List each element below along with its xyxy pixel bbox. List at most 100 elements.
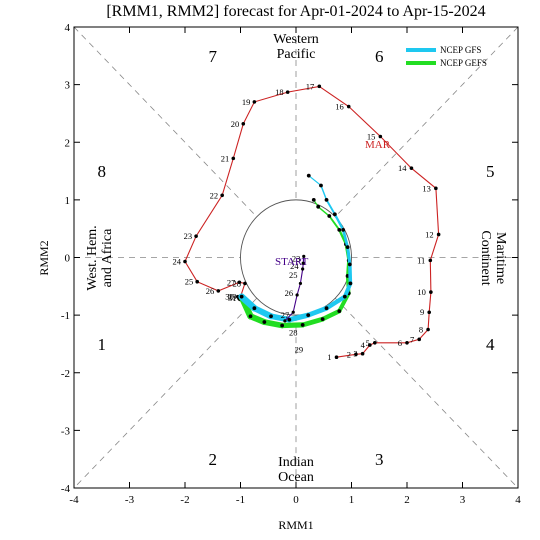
observed-march-point-20: [241, 122, 246, 126]
legend: NCEP GFS NCEP GEFS: [406, 45, 487, 68]
forecast-gfs-point-4: [287, 317, 292, 322]
forecast-gfs-point-8: [348, 281, 353, 286]
region-indian-ocean-line2: Ocean: [278, 470, 314, 485]
observed-march-point-13: [434, 186, 438, 191]
forecast-gfs-point-11: [341, 227, 346, 232]
forecast-gefs-segment-6: [320, 308, 342, 322]
observed-march-point-16: [346, 104, 351, 109]
observed-april-day-23: 23: [292, 254, 301, 264]
observed-march-day-24: 24: [173, 257, 182, 267]
phase-number-1: 1: [98, 335, 107, 354]
region-west-hem-line1: West. Hem.: [85, 225, 100, 290]
guide-diagonal-sw: [73, 297, 258, 489]
observed-march-point-9: [427, 310, 432, 315]
forecast-gfs-point-3: [269, 314, 273, 319]
y-tick-label-4: 4: [65, 22, 71, 34]
observed-march-point-23: [194, 234, 198, 238]
legend-label-2: NCEP GEFS: [440, 58, 487, 68]
observed-april-day-25: 25: [289, 270, 298, 280]
observed-april-day-26: 26: [285, 288, 294, 298]
observed-march-day-3: 3: [353, 349, 357, 359]
forecast-gfs-point-14: [319, 183, 323, 188]
observed-april-day-28: 28: [289, 327, 298, 337]
observed-march-day-19: 19: [242, 97, 251, 107]
observed-march-day-23: 23: [184, 231, 193, 241]
x-axis-label: RMM1: [278, 518, 313, 532]
forecast-gfs-point-5: [306, 313, 311, 318]
observed-march-point-17: [317, 84, 322, 89]
region-west-hem-line2: and Africa: [100, 228, 115, 287]
observed-march-point-12: [436, 232, 441, 237]
start-label: START: [275, 256, 309, 268]
observed-april-day-29: 29: [295, 345, 304, 355]
region-labels: Western Pacific Indian Ocean West. Hem. …: [85, 32, 508, 485]
observed-march-point-19: [252, 100, 257, 104]
phase-number-5: 5: [486, 162, 495, 181]
start-track-point-4: [298, 281, 303, 286]
chart-title: [RMM1, RMM2] forecast for Apr-01-2024 to…: [106, 3, 485, 20]
phase-guides: [73, 26, 519, 489]
observed-march-point-28: [243, 281, 247, 286]
observed-march-day-15: 15: [367, 131, 376, 141]
start-track-point-7: [283, 319, 287, 323]
guide-diagonal-nw: [73, 26, 258, 218]
phase-number-3: 3: [375, 450, 384, 469]
x-tick-label-3: 3: [460, 494, 466, 506]
forecast-gefs-point-3: [262, 320, 267, 324]
region-western-pacific-line1: Western: [273, 32, 319, 47]
forecast-gefs-segment-11: [338, 228, 348, 246]
observed-march-day-13: 13: [422, 183, 431, 193]
forecast-gfs-point-7: [342, 294, 347, 299]
observed-march-point-22: [220, 193, 224, 198]
observed-march-day-28: 28: [232, 278, 241, 288]
forecast-gfs-segment-5: [305, 305, 329, 318]
observed-march-point-14: [409, 166, 414, 170]
start-track-point-6: [291, 310, 295, 314]
observed-track-march: 1 2 34 5 6 7891011121314151617181920212223242…: [173, 81, 441, 362]
start-track-point-2: [301, 261, 305, 265]
forecast-tracks: [238, 173, 353, 329]
observed-march-point-24: [183, 259, 187, 264]
region-maritime-line2: Continent: [478, 230, 493, 285]
y-tick-label--3: -3: [61, 425, 71, 437]
observed-march-day-27: 27: [227, 277, 236, 287]
x-tick-label-0: 0: [293, 494, 299, 506]
observed-march-point-1: [334, 355, 339, 359]
forecast-gfs-point-1: [239, 294, 244, 299]
forecast-gefs-point-13: [327, 214, 332, 218]
phase-number-2: 2: [209, 450, 218, 469]
observed-march-day-2: 2: [347, 349, 351, 359]
start-track-point-5: [295, 293, 299, 297]
observed-march-day-20: 20: [231, 119, 240, 129]
observed-march-point-8: [426, 327, 430, 332]
forecast-gfs-point-15: [306, 173, 311, 178]
observed-march-day-18: 18: [275, 87, 284, 97]
forecast-gfs-segment-14: [308, 175, 322, 187]
forecast-gfs-point-10: [345, 245, 350, 250]
forecast-gfs-segment-6: [324, 294, 348, 311]
y-tick-label--4: -4: [61, 483, 71, 495]
observed-march-point-18: [285, 90, 290, 94]
observed-march-day-7: 7: [410, 334, 414, 344]
forecast-gfs-segment-11: [333, 213, 345, 231]
forecast-gefs-point-12: [337, 227, 342, 232]
phase-number-8: 8: [98, 162, 107, 181]
x-tick-label-2: 2: [404, 494, 410, 506]
x-tick-label-4: 4: [515, 494, 521, 506]
observed-march-day-22: 22: [210, 190, 219, 200]
forecast-gefs-segment-4: [279, 322, 306, 329]
observed-march-day-21: 21: [221, 153, 230, 163]
unit-circle: [240, 199, 352, 316]
observed-march-point-2: [354, 352, 358, 357]
forecast-gfs-segment-12: [325, 198, 336, 216]
legend-label-1: NCEP GFS: [440, 45, 481, 55]
x-tick-label--3: -3: [125, 494, 135, 506]
forecast-gefs-segment-13: [317, 206, 331, 217]
observed-march-point-10: [429, 290, 433, 294]
start-track-point-1: [302, 254, 306, 258]
region-maritime-line1: Maritime: [493, 232, 508, 284]
observed-march-day-25: 25: [185, 277, 194, 287]
